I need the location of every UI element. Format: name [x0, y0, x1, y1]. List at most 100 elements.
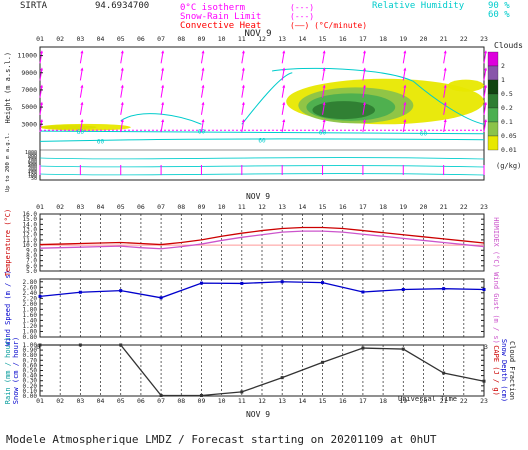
- hour-tick-label: 05: [117, 35, 125, 43]
- colorbar-swatch: [487, 121, 499, 137]
- y-axis-label: Rain (mm / hour): [4, 337, 12, 404]
- series-point: [401, 287, 405, 291]
- y-tick-label: 0.80: [23, 352, 38, 359]
- series-point: [280, 280, 284, 284]
- cloud-blob: [39, 123, 131, 131]
- y-tick-label: 150: [28, 171, 37, 177]
- series-point: [361, 290, 365, 294]
- y-tick-label: 0.80: [23, 334, 38, 341]
- wind-vector-head: [322, 67, 326, 71]
- wind-vector-head: [443, 101, 447, 105]
- hour-tick-label: 23: [480, 35, 488, 43]
- colorbar-swatch: [487, 135, 499, 151]
- hour-tick-label: 05: [117, 203, 125, 211]
- hour-tick-label: 20: [420, 397, 428, 405]
- hour-tick-label: 17: [359, 35, 367, 43]
- colorbar-level-label: 0.2: [501, 104, 513, 112]
- hour-tick-label: 15: [319, 203, 327, 211]
- hour-tick-label: 05: [117, 397, 125, 405]
- series-point: [442, 287, 446, 291]
- hour-tick-label: 06: [137, 203, 145, 211]
- wind-vector-head: [201, 101, 205, 105]
- wind-vector-head: [120, 101, 124, 105]
- colorbar-level-label: 2: [501, 62, 505, 70]
- hour-tick-label: 06: [137, 35, 145, 43]
- hour-tick-label: 10: [218, 397, 226, 405]
- y-tick-label: 200: [28, 169, 37, 175]
- hour-tick-label: 09: [198, 397, 206, 405]
- hour-tick-label: 01: [36, 35, 44, 43]
- colorbar-swatch: [487, 107, 499, 123]
- hour-tick-label: 02: [56, 35, 64, 43]
- hour-tick-label: 09: [198, 203, 206, 211]
- hour-tick-label: 10: [218, 35, 226, 43]
- wind-vector-head: [241, 67, 245, 71]
- wind-vector-head: [443, 118, 447, 122]
- hour-tick-label: 07: [157, 203, 165, 211]
- y-tick-label: 1.20: [23, 323, 38, 330]
- wind-vector-head: [322, 101, 326, 105]
- series-point: [482, 379, 486, 383]
- y-tick-label: 0.10: [23, 388, 38, 395]
- wind-vector-head: [241, 118, 245, 122]
- hour-tick-label: 14: [298, 35, 306, 43]
- rh-contour-line: [39, 157, 485, 160]
- y-tick-label: 16.0: [23, 211, 38, 218]
- wind-vector-head: [282, 118, 286, 122]
- rh-contour-label: 60: [420, 130, 428, 137]
- station-code: 94.6934700: [95, 1, 149, 11]
- colorbar-swatch: [487, 79, 499, 95]
- y-axis-label: Wind Speed (m / s): [4, 270, 12, 346]
- hour-tick-label: 08: [177, 397, 185, 405]
- wind-vector-head: [403, 101, 407, 105]
- hour-tick-label: 13: [278, 397, 286, 405]
- y-tick-label: 2.60: [23, 284, 38, 291]
- hour-tick-label: 20: [420, 203, 428, 211]
- colorbar-level-label: 0.5: [501, 90, 513, 98]
- colorbar-level-label: 0.1: [501, 118, 513, 126]
- colorbar-title: Clouds: [494, 41, 523, 50]
- wind-vector-head: [40, 101, 43, 105]
- rh-contour-line: [39, 173, 485, 176]
- y-tick-label: 0.20: [23, 383, 38, 390]
- colorbar-swatch: [487, 65, 499, 81]
- hour-tick-label: 18: [379, 35, 387, 43]
- clouds-colorbar: Clouds 2 1 0.5 0.2 0.1 0.05 0.01 (g/kg): [487, 41, 523, 170]
- wind-vector-head: [443, 50, 447, 54]
- wind-vector-head: [362, 101, 366, 105]
- y-tick-label: 14.0: [23, 221, 38, 228]
- hour-tick-label: 21: [440, 397, 448, 405]
- wind-vector-head: [80, 84, 84, 88]
- hour-tick-label: 10: [218, 203, 226, 211]
- y2-axis-label: CAPE (J / g): [492, 345, 500, 396]
- y-tick-label: 11000: [17, 52, 37, 60]
- cloud-blob: [447, 79, 484, 92]
- y-tick-label: 0.90: [23, 347, 38, 354]
- y-axis-label: Height (m a.s.l.): [4, 52, 12, 124]
- y-tick-label: 1.80: [23, 306, 38, 313]
- wind-vector-head: [120, 84, 124, 88]
- temperature-panel: 16.015.014.013.012.011.010.09.08.07.06.0…: [4, 209, 500, 276]
- wind-vector-head: [120, 67, 124, 71]
- y-tick-label: 300: [28, 167, 37, 173]
- rh-contour-label: 60: [198, 129, 206, 136]
- hour-tick-label: 13: [278, 35, 286, 43]
- legend-snow-rain-marker: (---): [290, 12, 314, 21]
- rh-contour-line: [39, 130, 485, 135]
- wind-vector-head: [120, 118, 124, 122]
- y-axis-label-low: Up to 200 m a.g.l.: [5, 132, 11, 192]
- y-tick-label: 2.80: [23, 279, 38, 286]
- wind-vector-head: [40, 50, 43, 54]
- hour-tick-label: 06: [137, 397, 145, 405]
- hour-tick-label: 04: [97, 35, 105, 43]
- series-point: [321, 281, 325, 285]
- y2-axis-label: Wind Gust (m / s): [492, 272, 500, 344]
- y-tick-label: 1.00: [23, 328, 38, 335]
- y-tick-label: 13.0: [23, 227, 38, 234]
- legend-isotherm-marker: (---): [290, 3, 314, 12]
- series-point: [119, 289, 123, 293]
- y-tick-label: 9.0: [26, 247, 37, 254]
- hour-tick-label: 08: [177, 35, 185, 43]
- hour-tick-label: 09: [198, 35, 206, 43]
